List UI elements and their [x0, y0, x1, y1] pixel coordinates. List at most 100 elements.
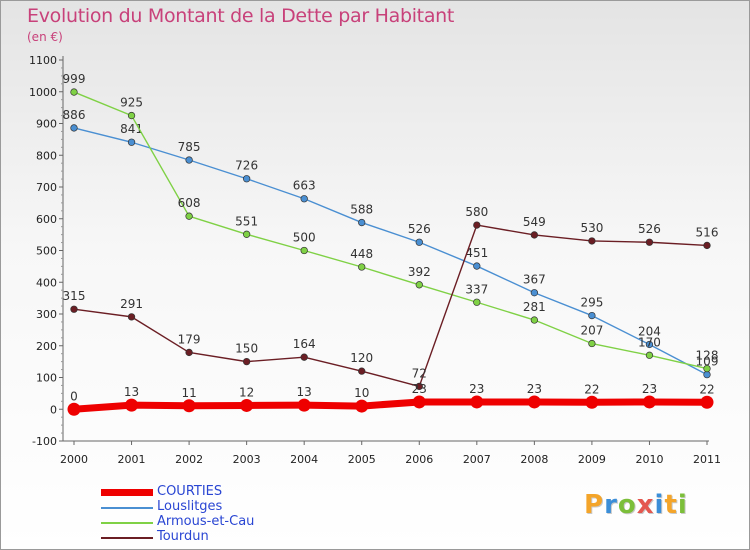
x-tick-label: 2005 [348, 453, 376, 466]
data-label-louslitges: 109 [696, 355, 719, 369]
data-point-armous-et-cau [127, 111, 136, 120]
data-label-tourdun: 516 [696, 225, 719, 239]
data-point-louslitges [473, 262, 481, 270]
data-point-courties [412, 395, 426, 409]
data-label-armous-et-cau: 207 [580, 324, 603, 338]
data-label-tourdun: 526 [638, 222, 661, 236]
series-line-tourdun [73, 224, 708, 388]
data-point-courties [297, 398, 311, 412]
data-label-louslitges: 367 [523, 273, 546, 287]
data-point-tourdun [588, 237, 596, 245]
y-tick-label: 700 [36, 181, 57, 194]
data-label-armous-et-cau: 337 [465, 282, 488, 296]
data-label-tourdun: 120 [350, 351, 373, 365]
data-label-courties: 11 [181, 386, 196, 400]
data-label-tourdun: 164 [293, 337, 316, 351]
data-point-louslitges [588, 311, 596, 320]
data-label-courties: 23 [469, 382, 484, 396]
data-label-armous-et-cau: 128 [696, 349, 719, 363]
y-tick-label: 300 [36, 308, 57, 321]
data-label-louslitges: 588 [350, 203, 373, 217]
data-point-armous-et-cau [185, 212, 193, 220]
data-label-louslitges: 726 [235, 159, 258, 173]
data-label-louslitges: 526 [408, 222, 431, 236]
data-label-courties: 23 [642, 382, 657, 396]
data-point-armous-et-cau [242, 230, 251, 238]
data-point-armous-et-cau [645, 351, 654, 359]
legend-label: Armous-et-Cau [157, 514, 255, 529]
x-tick-label: 2009 [578, 453, 606, 466]
chart-title: Evolution du Montant de la Dette par Hab… [27, 5, 455, 27]
data-point-tourdun [530, 231, 539, 239]
data-point-armous-et-cau [473, 298, 481, 306]
x-tick-label: 2001 [118, 453, 146, 466]
data-label-louslitges: 204 [638, 324, 661, 338]
data-label-tourdun: 179 [178, 332, 201, 346]
data-point-louslitges [358, 218, 366, 227]
data-label-louslitges: 663 [293, 179, 316, 193]
legend-label: Tourdun [157, 529, 209, 544]
data-point-armous-et-cau [415, 281, 423, 289]
data-label-louslitges: 785 [178, 140, 201, 154]
data-label-armous-et-cau: 925 [120, 96, 143, 110]
data-label-armous-et-cau: 999 [63, 72, 86, 86]
legend-label: Louslitges [157, 499, 223, 514]
data-point-tourdun [473, 221, 481, 229]
legend-swatch [101, 522, 153, 524]
proxiti-logo: Proxiti [584, 490, 688, 520]
data-point-tourdun [127, 313, 136, 321]
data-point-tourdun [300, 353, 308, 361]
x-tick-label: 2002 [175, 453, 203, 466]
data-point-courties [125, 398, 139, 412]
x-tick-label: 2004 [290, 453, 318, 466]
data-point-tourdun [703, 241, 711, 250]
data-point-courties [527, 395, 541, 409]
y-tick-label: 100 [36, 372, 57, 385]
x-tick-label: 2008 [520, 453, 548, 466]
data-point-louslitges [70, 124, 78, 132]
data-point-tourdun [358, 367, 366, 375]
data-label-courties: 23 [412, 382, 427, 396]
data-label-tourdun: 549 [523, 215, 546, 229]
data-label-courties: 22 [584, 382, 599, 396]
data-point-armous-et-cau [703, 364, 711, 373]
data-label-courties: 0 [70, 389, 78, 403]
data-point-tourdun [415, 382, 423, 391]
data-label-armous-et-cau: 170 [638, 335, 661, 349]
y-tick-label: 500 [36, 245, 57, 258]
x-tick-label: 2003 [233, 453, 261, 466]
data-point-louslitges [645, 340, 654, 349]
data-point-courties [585, 395, 599, 409]
x-tick-label: 2000 [60, 453, 88, 466]
data-point-louslitges [415, 238, 423, 246]
data-point-courties [67, 402, 81, 416]
y-tick-label: 1100 [29, 54, 57, 67]
data-point-courties [240, 398, 254, 412]
line-chart: -100010020030040050060070080090010001100… [29, 54, 721, 466]
data-label-armous-et-cau: 281 [523, 300, 546, 314]
legend-swatch [101, 507, 153, 509]
data-label-louslitges: 451 [465, 246, 488, 260]
data-point-armous-et-cau [588, 339, 596, 348]
x-tick-label: 2007 [463, 453, 491, 466]
data-label-armous-et-cau: 551 [235, 214, 258, 228]
data-label-tourdun: 291 [120, 297, 143, 311]
data-point-courties [182, 399, 196, 413]
data-label-tourdun: 530 [580, 221, 603, 235]
data-label-courties: 23 [527, 382, 542, 396]
data-point-tourdun [645, 238, 654, 246]
data-label-armous-et-cau: 392 [408, 265, 431, 279]
data-label-armous-et-cau: 500 [293, 231, 316, 245]
data-label-courties: 22 [699, 382, 714, 396]
data-label-courties: 10 [354, 386, 369, 400]
data-point-louslitges [530, 289, 539, 297]
y-tick-label: -100 [32, 435, 57, 448]
series-line-louslitges [73, 127, 708, 376]
data-point-armous-et-cau [530, 316, 539, 324]
data-point-armous-et-cau [70, 88, 78, 96]
y-tick-label: 200 [36, 340, 57, 353]
data-label-louslitges: 295 [580, 296, 603, 310]
data-point-louslitges [300, 195, 308, 203]
legend-label: COURTIES [157, 484, 223, 499]
